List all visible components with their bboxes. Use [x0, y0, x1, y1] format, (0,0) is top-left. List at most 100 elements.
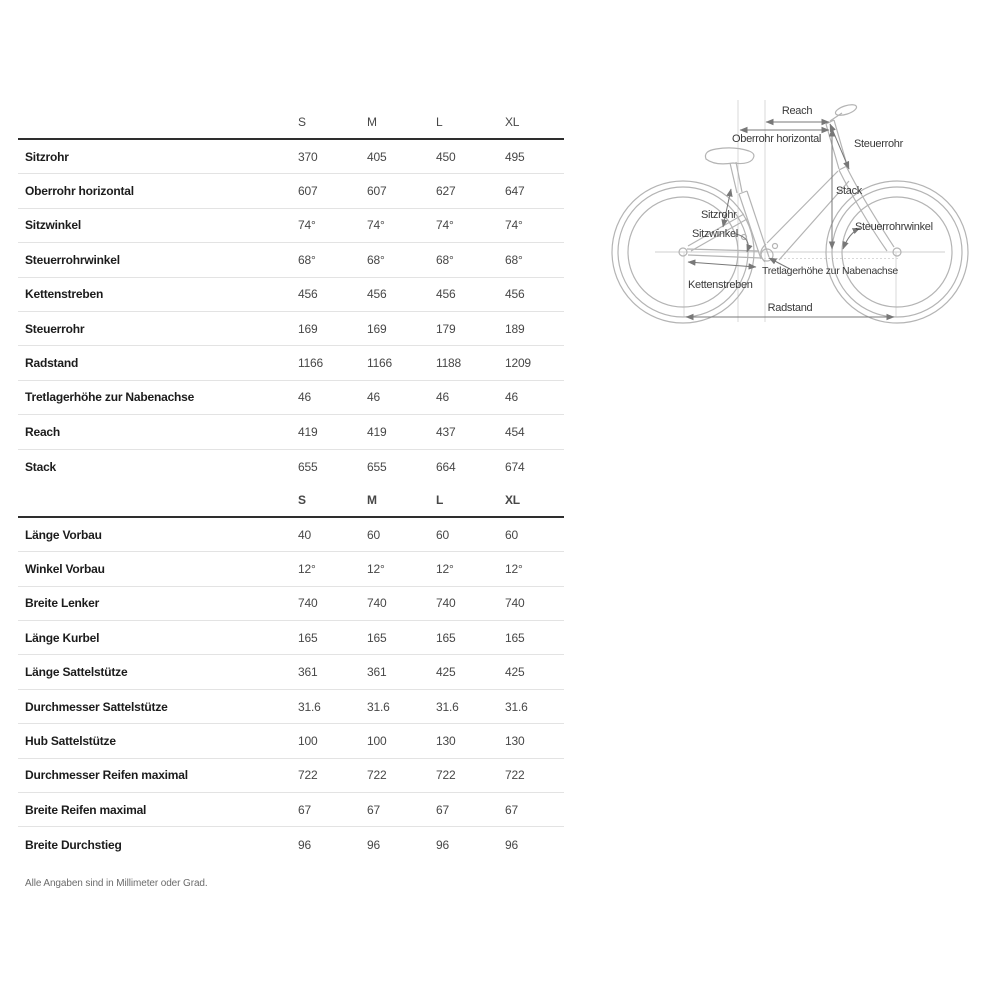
table-row: Länge Kurbel 165 165 165 165	[18, 621, 564, 656]
cell-value: 627	[436, 184, 456, 199]
steuerrohrwinkel-label: Steuerrohrwinkel	[855, 221, 933, 233]
cell-value: 655	[367, 459, 387, 474]
cell-value: 189	[505, 321, 525, 336]
cell-value: 12°	[436, 561, 454, 576]
cell-value: 607	[298, 184, 318, 199]
table-row: Steuerrohr 169 169 179 189	[18, 312, 564, 347]
cell-value: 674	[505, 459, 525, 474]
cell-value: 68°	[298, 252, 316, 267]
row-label: Stack	[25, 459, 57, 474]
cell-value: 1166	[298, 356, 324, 371]
row-label: Steuerrohrwinkel	[25, 252, 120, 267]
sitzrohr-label: Sitzrohr	[701, 209, 737, 221]
cell-value: 67	[436, 802, 449, 817]
cell-value: 74°	[298, 218, 316, 233]
row-label: Kettenstreben	[25, 287, 104, 302]
table-row: Kettenstreben 456 456 456 456	[18, 278, 564, 312]
row-label: Hub Sattelstütze	[25, 733, 116, 748]
radstand-label: Radstand	[768, 302, 813, 314]
cell-value: 1166	[367, 356, 393, 371]
row-label: Durchmesser Sattelstütze	[25, 699, 168, 714]
size-header-row: S M L XL	[18, 484, 564, 518]
table-row: Stack 655 655 664 674	[18, 450, 564, 484]
cell-value: 74°	[505, 218, 523, 233]
cell-value: 96	[298, 837, 311, 852]
size-column-header: S	[298, 492, 306, 507]
row-label: Länge Sattelstütze	[25, 665, 128, 680]
geometry-table: S M L XL Sitzrohr 370 405 450 495 Oberrohr horizo…	[18, 106, 564, 862]
row-label: Steuerrohr	[25, 321, 85, 336]
cell-value: 419	[367, 424, 387, 439]
cell-value: 74°	[436, 218, 454, 233]
cell-value: 361	[298, 665, 318, 680]
table-row: Reach 419 419 437 454	[18, 415, 564, 450]
row-label: Sitzrohr	[25, 149, 69, 164]
table-row: Hub Sattelstütze 100 100 130 130	[18, 724, 564, 759]
cell-value: 1209	[505, 356, 531, 371]
table-row: Länge Sattelstütze 361 361 425 425	[18, 655, 564, 690]
cell-value: 165	[298, 630, 318, 645]
cell-value: 405	[367, 149, 387, 164]
cell-value: 68°	[436, 252, 454, 267]
cell-value: 647	[505, 184, 525, 199]
table-row: Breite Reifen maximal 67 67 67 67	[18, 793, 564, 828]
cell-value: 450	[436, 149, 456, 164]
row-label: Oberrohr horizontal	[25, 184, 134, 199]
table-row: Breite Durchstieg 96 96 96 96	[18, 827, 564, 861]
row-label: Länge Vorbau	[25, 527, 102, 542]
cell-value: 40	[298, 527, 311, 542]
sitzwinkel-angle-arrow	[735, 233, 753, 253]
cell-value: 130	[436, 733, 456, 748]
cell-value: 12°	[298, 561, 316, 576]
kettenstreben-label: Kettenstreben	[688, 279, 753, 291]
cell-value: 722	[298, 768, 318, 783]
cell-value: 60	[505, 527, 518, 542]
steuerrohr-label: Steuerrohr	[854, 138, 904, 150]
table-row: Durchmesser Sattelstütze 31.6 31.6 31.6 31.6	[18, 690, 564, 725]
cell-value: 664	[436, 459, 456, 474]
row-label: Länge Kurbel	[25, 630, 100, 645]
size-column-header: XL	[505, 492, 520, 507]
size-column-header: L	[436, 115, 443, 129]
cell-value: 740	[505, 596, 525, 611]
size-column-header: M	[367, 492, 377, 507]
cell-value: 60	[436, 527, 449, 542]
cell-value: 100	[367, 733, 387, 748]
cell-value: 425	[436, 665, 456, 680]
units-footnote: Alle Angaben sind in Millimeter oder Gra…	[25, 878, 208, 889]
cell-value: 96	[367, 837, 380, 852]
cell-value: 169	[367, 321, 387, 336]
cell-value: 67	[505, 802, 518, 817]
cell-value: 46	[436, 390, 449, 405]
cell-value: 370	[298, 149, 318, 164]
size-header-row: S M L XL	[18, 106, 564, 140]
table-row: Sitzrohr 370 405 450 495	[18, 140, 564, 175]
row-label: Durchmesser Reifen maximal	[25, 768, 188, 783]
front-wheel	[825, 180, 969, 324]
cell-value: 722	[367, 768, 387, 783]
row-label: Winkel Vorbau	[25, 561, 105, 576]
rear-wheel	[611, 180, 755, 324]
row-label: Sitzwinkel	[25, 218, 82, 233]
size-column-header: S	[298, 115, 306, 129]
cell-value: 12°	[505, 561, 523, 576]
cell-value: 68°	[505, 252, 523, 267]
cell-value: 31.6	[367, 699, 390, 714]
cell-value: 31.6	[298, 699, 321, 714]
stack-label: Stack	[836, 185, 863, 197]
table-row: Durchmesser Reifen maximal 722 722 722 722	[18, 759, 564, 794]
cell-value: 100	[298, 733, 318, 748]
table-row: Winkel Vorbau 12° 12° 12° 12°	[18, 552, 564, 587]
cell-value: 68°	[367, 252, 385, 267]
row-label: Breite Reifen maximal	[25, 802, 147, 817]
cell-value: 74°	[367, 218, 385, 233]
bike-geometry-diagram: Reach Oberrohr horizontal Steuerrohr Sta…	[611, 100, 969, 324]
table-row: Tretlagerhöhe zur Nabenachse 46 46 46 46	[18, 381, 564, 416]
cell-value: 60	[367, 527, 380, 542]
cell-value: 722	[505, 768, 525, 783]
size-column-header: L	[436, 492, 444, 507]
cell-value: 179	[436, 321, 456, 336]
cell-value: 67	[298, 802, 311, 817]
row-label: Tretlagerhöhe zur Nabenachse	[25, 390, 195, 405]
row-label: Reach	[25, 424, 61, 439]
